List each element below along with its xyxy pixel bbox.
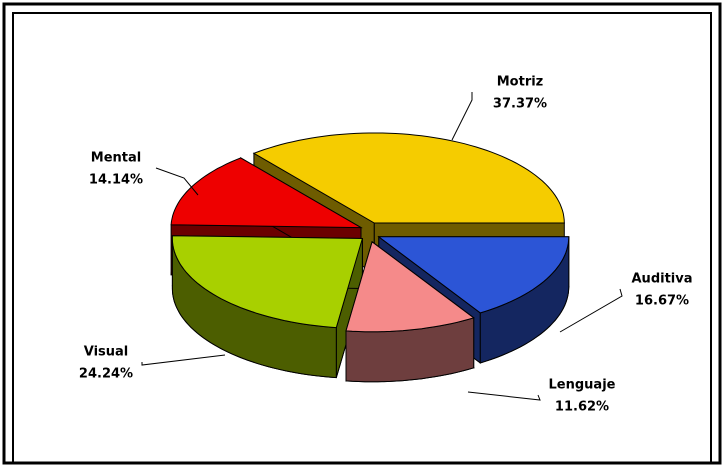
- slice: [170, 157, 363, 229]
- leader-line: [155, 167, 199, 196]
- leader-line: [559, 288, 623, 333]
- slice-label: Visual: [84, 345, 129, 360]
- slice-value-label: 14.14%: [89, 173, 143, 188]
- slice: [345, 240, 475, 333]
- slice-value-label: 24.24%: [79, 367, 133, 382]
- leader-line: [451, 92, 473, 141]
- slice: [171, 235, 364, 329]
- slice: [252, 132, 565, 224]
- slice-value-label: 11.62%: [555, 400, 609, 415]
- inner-frame: [12, 12, 712, 464]
- slice-value-label: 37.37%: [493, 97, 547, 112]
- slice-label: Motriz: [497, 75, 544, 90]
- slice: [377, 236, 570, 314]
- slice-label: Mental: [91, 151, 141, 166]
- slice-value-label: 16.67%: [635, 294, 689, 309]
- slice-label: Auditiva: [632, 272, 693, 287]
- leader-line: [141, 354, 226, 366]
- slice-label: Lenguaje: [549, 378, 616, 393]
- leader-line: [467, 391, 541, 401]
